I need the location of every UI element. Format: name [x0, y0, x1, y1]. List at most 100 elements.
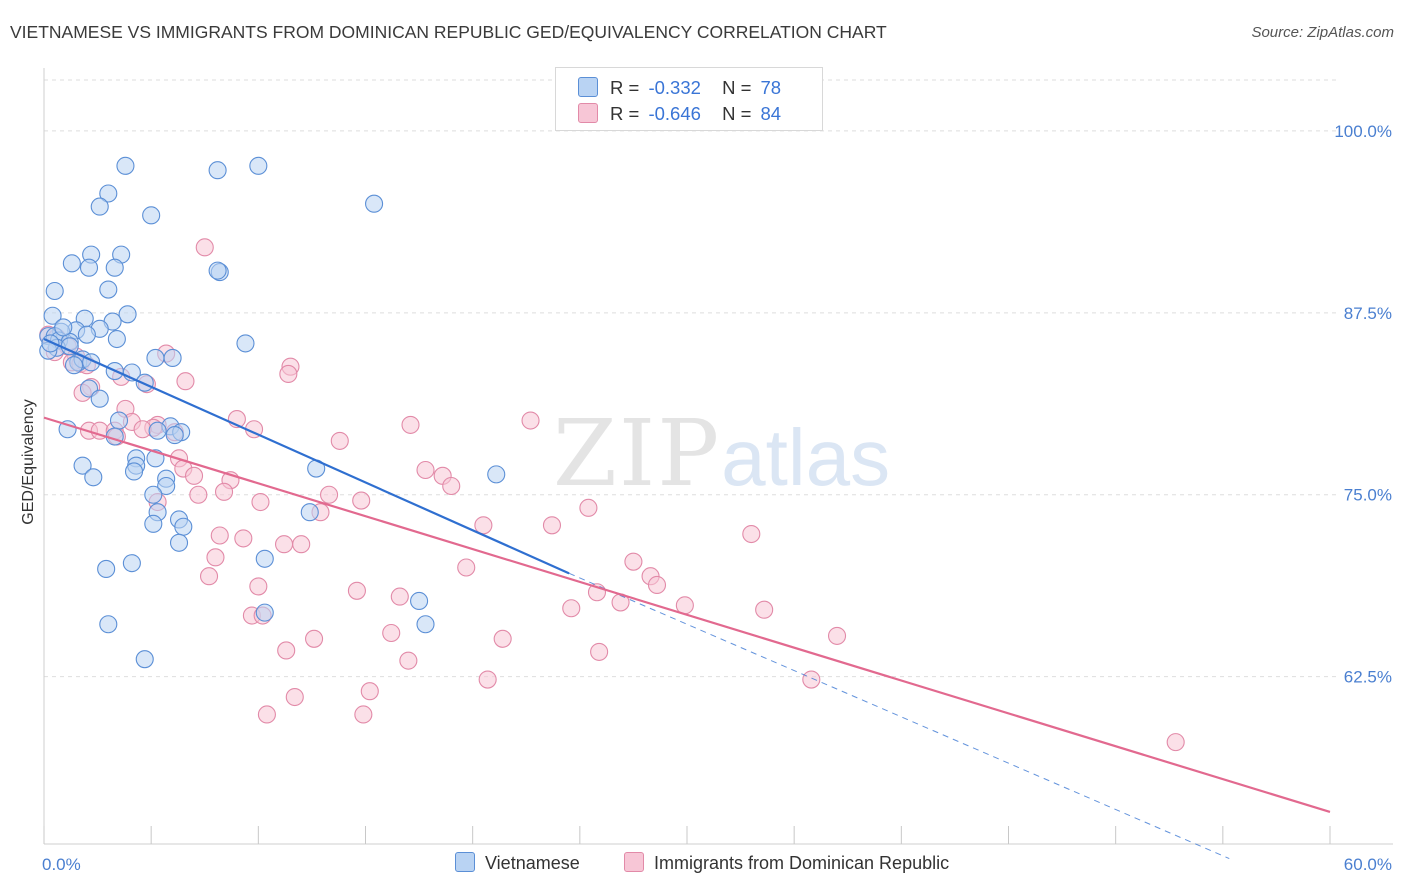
dominican-point: [176, 372, 195, 391]
vietnamese-point: [146, 348, 165, 368]
vietnamese-point: [90, 197, 109, 216]
legend-r-label: R =: [610, 77, 640, 98]
dominican-point: [285, 687, 304, 707]
dominican-point: [493, 629, 512, 648]
vietnamese-trend-extension: [568, 572, 1230, 860]
dominican-point: [184, 466, 204, 485]
vietnamese-point: [122, 554, 141, 573]
dominican-trend-line: [43, 416, 1331, 814]
vietnamese-point: [255, 603, 274, 622]
chart-source: Source: ZipAtlas.com: [1251, 24, 1394, 41]
dominican-point: [542, 516, 562, 535]
vietnamese-trend-line: [43, 338, 570, 575]
dominican-point: [305, 629, 324, 648]
dominican-point: [330, 431, 349, 450]
vietnamese-point: [90, 389, 109, 408]
legend-item-dominican: Immigrants from Dominican Republic: [624, 852, 949, 874]
vietnamese-point: [77, 325, 96, 344]
vietnamese-point: [144, 514, 163, 533]
legend-swatch-vietnamese: [578, 77, 598, 97]
vietnamese-point: [43, 306, 62, 325]
vietnamese-point: [135, 373, 154, 392]
vietnamese-point: [144, 485, 163, 504]
vietnamese-point: [99, 280, 118, 299]
dominican-point: [579, 498, 598, 517]
dominican-point: [474, 516, 493, 535]
dominican-point: [257, 705, 276, 724]
legend-n-value: 84: [760, 103, 782, 124]
watermark-atlas: atlas: [721, 413, 891, 502]
vietnamese-point: [487, 465, 506, 484]
dominican-point: [234, 529, 253, 548]
dominican-point: [590, 642, 609, 661]
legend-item-vietnamese: Vietnamese: [455, 852, 580, 874]
y-tick-label: 75.0%: [1344, 486, 1392, 505]
dominican-point: [347, 581, 366, 600]
dominican-point: [416, 460, 435, 480]
dominican-point: [1166, 733, 1185, 752]
dominican-point: [199, 567, 219, 586]
dominican-point: [275, 535, 294, 554]
dominican-point: [214, 482, 234, 501]
vietnamese-point: [236, 334, 255, 353]
vietnamese-point: [79, 258, 99, 277]
dominican-point: [827, 626, 847, 645]
legend-label-dominican: Immigrants from Dominican Republic: [654, 853, 950, 873]
vietnamese-point: [135, 650, 154, 669]
dominican-point: [521, 411, 540, 430]
dominican-point: [360, 682, 379, 701]
dominican-point: [320, 485, 339, 504]
legend-swatch-dominican: [624, 852, 644, 872]
dominican-point: [210, 526, 229, 545]
vietnamese-point: [54, 318, 73, 337]
legend-label-vietnamese: Vietnamese: [485, 853, 580, 873]
y-tick-label: 100.0%: [1334, 122, 1392, 141]
dominican-point: [624, 552, 643, 571]
y-axis-title: GED/Equivalency: [20, 399, 37, 524]
vietnamese-point: [410, 591, 429, 611]
dominican-point: [292, 535, 311, 554]
legend-row-vietnamese: R = -0.332 N = 78: [578, 77, 781, 101]
vietnamese-point: [365, 194, 384, 213]
dominican-point: [277, 641, 296, 660]
stats-legend: R = -0.332 N = 78 R = -0.646 N = 84: [555, 67, 823, 131]
vietnamese-point: [300, 503, 319, 522]
dominican-point: [442, 476, 461, 496]
vietnamese-point: [208, 261, 227, 280]
dominican-point: [562, 599, 581, 618]
dominican-point: [399, 651, 418, 670]
vietnamese-point: [73, 456, 92, 475]
legend-r-value: -0.332: [648, 77, 701, 98]
dominican-point: [189, 485, 208, 504]
dominican-point: [390, 587, 409, 606]
y-tick-label: 87.5%: [1344, 304, 1392, 323]
vietnamese-point: [163, 348, 182, 368]
x-tick-label: 60.0%: [1344, 855, 1392, 874]
vietnamese-point: [99, 615, 118, 634]
vietnamese-point: [142, 206, 161, 225]
dominican-point: [742, 524, 761, 544]
legend-swatch-vietnamese: [455, 852, 475, 872]
dominican-point: [802, 670, 821, 689]
vietnamese-point: [97, 559, 116, 579]
vietnamese-point: [169, 533, 189, 552]
vietnamese-point: [165, 426, 184, 445]
legend-n-label: N =: [722, 77, 752, 98]
dominican-point: [478, 670, 497, 689]
dominican-point: [206, 548, 225, 567]
dominican-point: [249, 577, 268, 596]
legend-swatch-dominican: [578, 103, 598, 123]
dominican-point: [133, 420, 152, 439]
dominican-point: [251, 492, 270, 512]
chart-title: VIETNAMESE VS IMMIGRANTS FROM DOMINICAN …: [10, 22, 887, 42]
vietnamese-point: [208, 161, 227, 180]
vietnamese-point: [174, 517, 193, 536]
vietnamese-point: [118, 305, 137, 324]
vietnamese-point: [116, 156, 135, 175]
vietnamese-point: [105, 258, 124, 277]
dominican-point: [755, 600, 774, 619]
series-legend: Vietnamese Immigrants from Dominican Rep…: [0, 852, 1406, 878]
vietnamese-point: [107, 329, 126, 349]
vietnamese-point: [99, 184, 118, 203]
